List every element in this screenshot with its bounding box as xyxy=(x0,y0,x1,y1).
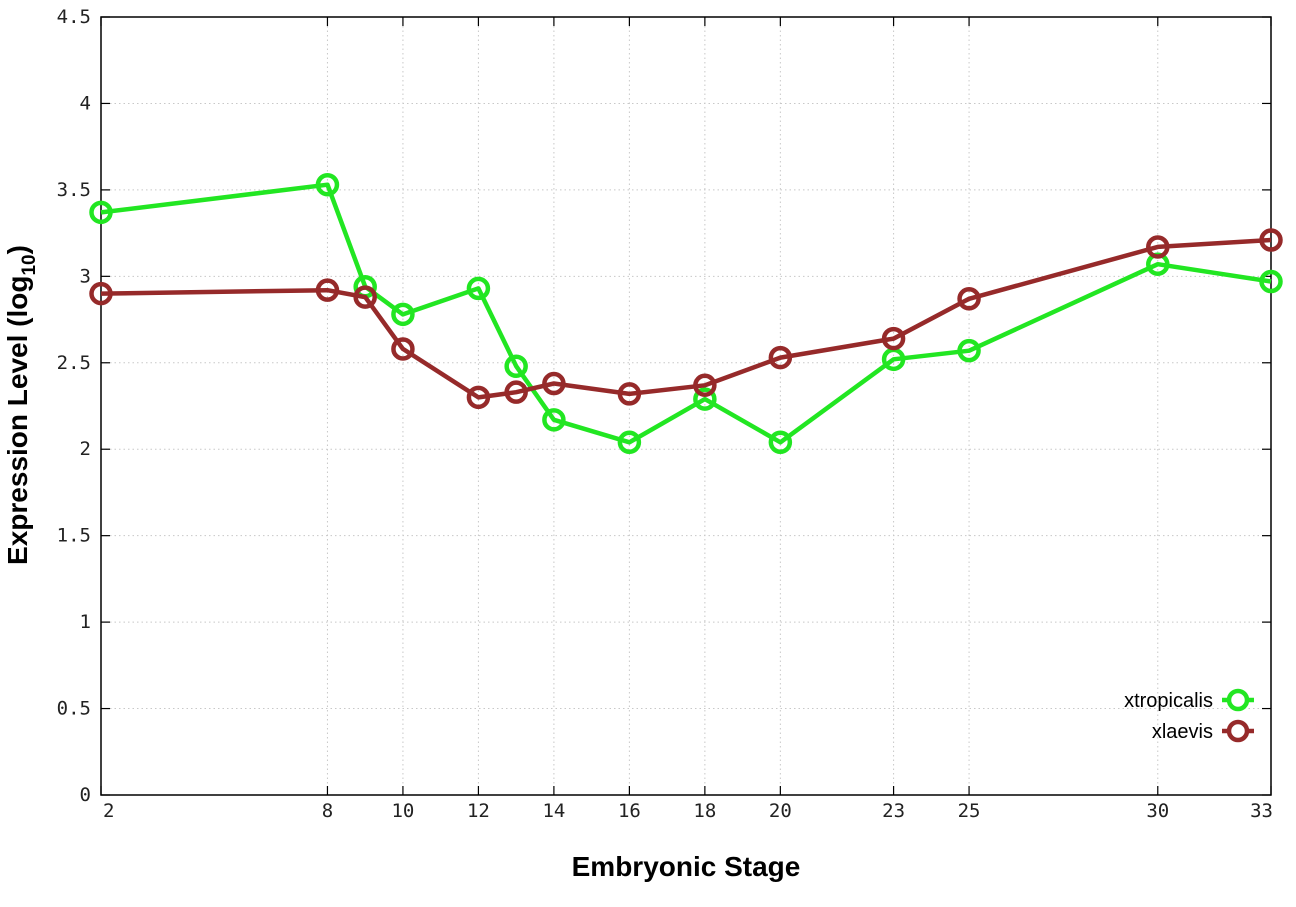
x-tick-label-16: 16 xyxy=(618,800,641,822)
data-point-xtropicalis-16 xyxy=(617,430,642,455)
legend-label-xtropicalis: xtropicalis xyxy=(1124,690,1213,712)
x-tick-label-30: 30 xyxy=(1146,800,1169,822)
y-tick-label-2: 2 xyxy=(80,438,91,460)
data-point-xlaevis-10 xyxy=(391,337,415,361)
data-point-xtropicalis-8 xyxy=(315,172,340,197)
y-tick-label-3: 3 xyxy=(80,265,91,287)
legend-marker-xlaevis xyxy=(1226,719,1250,743)
x-axis-title: Embryonic Stage xyxy=(572,851,801,882)
data-point-xtropicalis-20 xyxy=(768,430,793,455)
axis-ticks: 0 0.5 1 1.5 2 2.5 3 3.5 4 4.5 2 8 10 12 14 16 18 20 23 25 30… xyxy=(57,6,1273,822)
series-line-xtropicalis xyxy=(100,182,1272,445)
y-tick-label-2-5: 2.5 xyxy=(57,352,91,374)
legend: xtropicalis xlaevis xyxy=(1124,688,1254,743)
x-tick-label-33: 33 xyxy=(1250,800,1273,822)
legend-label-xlaevis: xlaevis xyxy=(1152,721,1213,743)
y-tick-label-0: 0 xyxy=(80,784,91,806)
y-tick-label-0-5: 0.5 xyxy=(57,698,91,720)
data-point-xlaevis-14 xyxy=(542,371,566,396)
y-axis-title-main: Expression Level (log xyxy=(2,276,33,565)
x-tick-label-12: 12 xyxy=(467,800,490,822)
data-point-xlaevis-13 xyxy=(504,380,528,404)
data-point-xtropicalis-13 xyxy=(504,354,528,378)
data-point-xtropicalis-2 xyxy=(89,200,113,225)
data-point-xlaevis-33 xyxy=(1259,228,1283,252)
x-tick-label-25: 25 xyxy=(958,800,981,822)
data-point-xlaevis-2 xyxy=(89,281,113,306)
plot-frame xyxy=(100,16,1272,796)
data-point-xlaevis-12 xyxy=(466,385,491,410)
y-tick-label-3-5: 3.5 xyxy=(57,179,91,201)
data-point-xtropicalis-25 xyxy=(957,338,981,363)
data-point-xlaevis-8 xyxy=(315,278,340,302)
x-tick-label-18: 18 xyxy=(693,800,716,822)
y-axis-title-close: ) xyxy=(2,245,33,254)
y-axis-title-subscript: 10 xyxy=(19,254,40,275)
x-tick-label-20: 20 xyxy=(769,800,792,822)
series-group xyxy=(89,172,1283,455)
x-tick-label-2: 2 xyxy=(103,800,114,822)
data-point-xlaevis-23 xyxy=(881,326,906,351)
data-point-xlaevis-16 xyxy=(617,382,642,406)
data-point-xlaevis-25 xyxy=(957,287,981,311)
x-tick-label-8: 8 xyxy=(322,800,333,822)
y-axis-title: Expression Level (log10) xyxy=(2,245,40,565)
grid-lines xyxy=(101,17,1271,795)
legend-marker-xtropicalis xyxy=(1226,688,1250,712)
x-tick-label-10: 10 xyxy=(391,800,414,822)
y-tick-label-1-5: 1.5 xyxy=(57,525,91,547)
data-point-xtropicalis-33 xyxy=(1259,269,1283,294)
data-point-xlaevis-9 xyxy=(353,285,377,309)
data-point-xlaevis-20 xyxy=(768,345,793,370)
series-xtropicalis xyxy=(89,172,1283,455)
data-point-xtropicalis-12 xyxy=(466,276,491,301)
data-point-xtropicalis-10 xyxy=(391,302,415,327)
x-tick-label-23: 23 xyxy=(882,800,905,822)
data-point-xtropicalis-18 xyxy=(693,387,717,411)
data-point-xlaevis-18 xyxy=(693,373,717,398)
y-tick-label-4: 4 xyxy=(80,92,91,114)
x-tick-label-14: 14 xyxy=(542,800,565,822)
y-tick-label-1: 1 xyxy=(80,611,91,633)
data-point-xlaevis-30 xyxy=(1146,235,1170,259)
y-tick-label-4-5: 4.5 xyxy=(57,6,91,28)
data-point-xtropicalis-14 xyxy=(542,408,566,432)
series-line-xlaevis xyxy=(100,237,1272,400)
series-xlaevis xyxy=(89,228,1283,410)
